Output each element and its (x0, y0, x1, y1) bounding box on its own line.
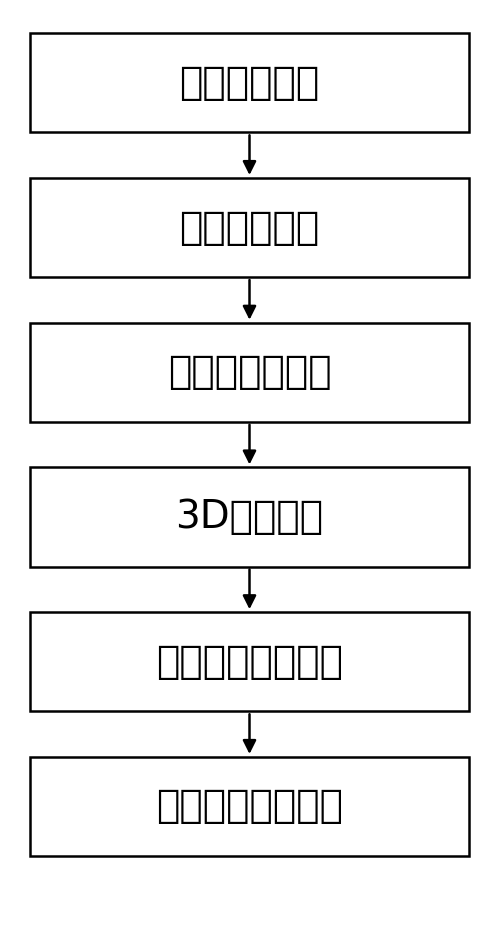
Bar (30, 467, 469, 567)
Text: 线切割及退火处理: 线切割及退火处理 (156, 642, 343, 681)
Bar (30, 178, 469, 277)
Text: 气雾化法制粉: 气雾化法制粉 (179, 208, 320, 247)
Text: 高温抗氧化性测试: 高温抗氧化性测试 (156, 787, 343, 826)
Bar (30, 33, 469, 132)
Bar (30, 612, 469, 711)
Text: 3D打印成形: 3D打印成形 (176, 498, 323, 536)
Text: 建零件三维模型: 建零件三维模型 (168, 353, 331, 392)
Bar (30, 757, 469, 856)
Bar (30, 323, 469, 422)
Text: 真空感应熔炼: 真空感应熔炼 (179, 63, 320, 102)
